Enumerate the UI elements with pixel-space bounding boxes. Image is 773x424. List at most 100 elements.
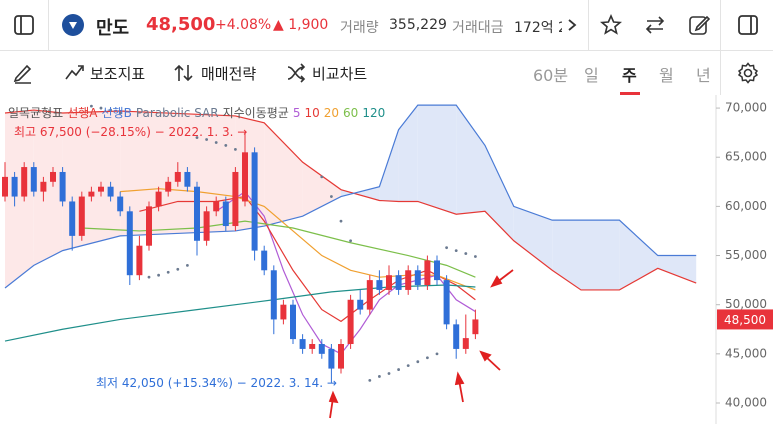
- indicator-icon[interactable]: [64, 63, 84, 83]
- toolbar: 보조지표 매매전략 비교차트 60분 일 주 월 년: [0, 51, 773, 95]
- edit-icon[interactable]: [688, 14, 710, 36]
- candle-body: [251, 152, 258, 251]
- compare-button[interactable]: 비교차트: [312, 65, 368, 83]
- candle-body: [203, 211, 210, 241]
- sar-dot: [464, 252, 468, 255]
- legend-entry[interactable]: 5: [292, 106, 301, 120]
- candle-body: [59, 171, 66, 202]
- period-tab[interactable]: 주: [622, 66, 637, 85]
- period-tab[interactable]: 일: [584, 66, 599, 85]
- candle-body: [126, 211, 133, 276]
- candle-body: [290, 304, 296, 340]
- candle-body: [50, 171, 56, 182]
- candle-body: [424, 260, 431, 286]
- candle-body: [472, 319, 479, 335]
- sar-dot: [205, 138, 209, 141]
- candle-body: [11, 176, 18, 197]
- sar-dot: [109, 108, 112, 112]
- sar-dot: [397, 368, 400, 371]
- change: ▲ 1,900: [273, 17, 329, 33]
- cloud-fill: [379, 129, 399, 202]
- sar-dot: [435, 352, 439, 356]
- price: 48,500: [146, 14, 216, 35]
- volume-label: 거래량: [340, 20, 379, 36]
- candle-body: [366, 280, 373, 310]
- y-tick-label: 70,000: [725, 101, 767, 115]
- cloud-fill: [398, 105, 418, 202]
- strategy-icon[interactable]: [174, 63, 194, 83]
- candle-body: [261, 250, 268, 271]
- moving-average-line: [4, 284, 476, 342]
- sar-dot: [224, 144, 228, 147]
- panel-toggle[interactable]: [738, 15, 758, 35]
- swap-icon[interactable]: [644, 14, 666, 36]
- sar-dot: [195, 136, 199, 139]
- cloud-fill: [552, 220, 581, 290]
- legend-entry[interactable]: 20: [323, 106, 340, 120]
- candle-body: [174, 171, 181, 182]
- sar-dot: [157, 273, 161, 277]
- period-underline: [620, 92, 640, 95]
- candle-body: [309, 344, 316, 349]
- candle-body: [117, 196, 124, 212]
- legend-entry[interactable]: Parabolic SAR: [135, 106, 219, 120]
- strategy-button[interactable]: 매매전략: [201, 65, 257, 83]
- legend-entry[interactable]: 60: [343, 106, 359, 120]
- candle-body: [232, 171, 239, 227]
- legend-entry[interactable]: 120: [362, 106, 386, 120]
- volume: 355,229: [389, 17, 447, 33]
- sar-dot: [166, 270, 170, 274]
- candle-body: [462, 338, 469, 349]
- settings-icon[interactable]: [737, 62, 759, 84]
- candle-body: [443, 280, 450, 325]
- candle-body: [155, 191, 162, 207]
- indicators-button[interactable]: 보조지표: [90, 65, 146, 83]
- sar-dot: [176, 267, 180, 271]
- candle-body: [98, 186, 104, 192]
- candle-body: [453, 324, 460, 349]
- more-arrow[interactable]: [566, 18, 578, 32]
- sar-dot: [186, 263, 189, 267]
- sar-dot: [368, 378, 372, 382]
- last-price-box: [717, 309, 773, 330]
- sar-dot: [416, 360, 420, 364]
- sar-dot: [349, 239, 352, 243]
- moving-average-line: [81, 220, 476, 278]
- y-tick-label: 60,000: [725, 199, 767, 213]
- cloud-fill: [264, 122, 303, 227]
- legend-entry[interactable]: 10: [304, 106, 320, 120]
- change-pct: +4.08%: [215, 17, 272, 33]
- period-tab[interactable]: 년: [696, 66, 711, 85]
- stock-name: 만도: [96, 18, 130, 39]
- cloud-fill: [657, 255, 697, 284]
- amount-label: 거래대금: [452, 20, 504, 36]
- draw-icon[interactable]: [12, 62, 34, 84]
- header: 만도 48,500 +4.08% ▲ 1,900 거래량 355,229 거래대…: [0, 0, 773, 51]
- candle-body: [338, 344, 344, 369]
- period-tab[interactable]: 월: [659, 66, 674, 85]
- period-tab[interactable]: 60분: [533, 66, 569, 85]
- moving-average-line: [120, 188, 476, 291]
- candle-body: [328, 348, 335, 369]
- candle-body: [242, 152, 248, 202]
- candle-body: [184, 171, 191, 187]
- favorite-icon[interactable]: [600, 14, 622, 36]
- sar-dot: [454, 249, 458, 253]
- y-tick-label: 50,000: [725, 297, 767, 311]
- candle-body: [165, 181, 172, 192]
- logo: [62, 14, 84, 36]
- cloud-span-line: [4, 104, 697, 289]
- cloud-fill: [513, 206, 553, 271]
- y-tick-label: 65,000: [725, 150, 767, 164]
- sar-dot: [320, 175, 324, 179]
- legend-entry[interactable]: 선행B: [101, 106, 132, 120]
- legend-entry[interactable]: 선행A: [67, 106, 98, 120]
- sar-dot: [330, 195, 333, 198]
- compare-icon[interactable]: [286, 63, 306, 83]
- sar-dot: [214, 141, 218, 144]
- candle-body: [194, 186, 200, 241]
- sidebar-toggle[interactable]: [14, 15, 34, 35]
- sar-dot: [99, 106, 103, 110]
- candle-body: [357, 299, 364, 310]
